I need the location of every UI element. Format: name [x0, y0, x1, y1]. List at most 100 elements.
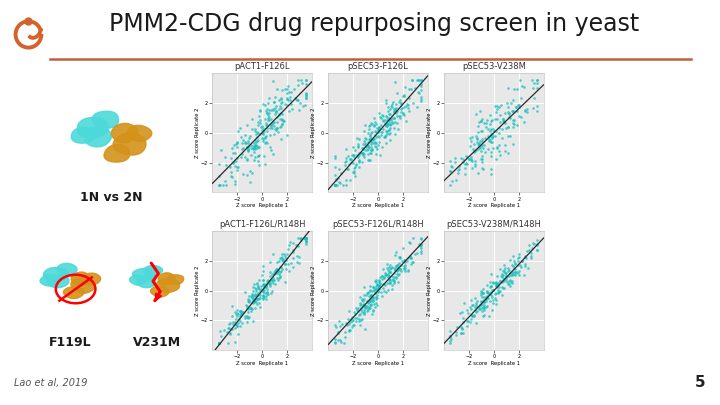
- Point: [371, 277, 382, 283]
- Point: [369, 143, 380, 149]
- Point: [366, 288, 377, 294]
- Point: [373, 284, 384, 290]
- Point: [300, 238, 311, 244]
- Point: [472, 135, 483, 142]
- Point: [368, 284, 379, 290]
- Point: [213, 161, 225, 167]
- Point: [377, 281, 389, 287]
- Point: [394, 113, 405, 119]
- Point: [503, 268, 514, 274]
- Point: [251, 129, 263, 135]
- Point: [479, 298, 490, 305]
- Point: [393, 98, 405, 105]
- Point: [366, 284, 378, 291]
- Point: [407, 259, 418, 265]
- Point: [395, 254, 406, 260]
- Point: [505, 277, 516, 283]
- Point: [270, 108, 282, 115]
- Point: [390, 273, 402, 280]
- Point: [241, 157, 253, 163]
- Point: [503, 104, 514, 111]
- Point: [381, 121, 392, 127]
- Point: [503, 110, 515, 117]
- Point: [268, 275, 279, 281]
- Point: [370, 129, 382, 135]
- Point: [261, 283, 272, 289]
- Point: [287, 255, 299, 261]
- Point: [397, 111, 409, 117]
- Point: [487, 135, 498, 142]
- Point: [485, 132, 496, 139]
- Point: [260, 283, 271, 289]
- Point: [352, 143, 364, 149]
- Point: [384, 122, 396, 128]
- Point: [283, 242, 294, 248]
- Point: [374, 152, 386, 158]
- Point: [390, 265, 402, 271]
- Point: [332, 329, 343, 335]
- Point: [400, 268, 411, 275]
- Point: [214, 182, 225, 188]
- Title: pSEC53-V238M/R148H: pSEC53-V238M/R148H: [446, 220, 541, 229]
- Point: [525, 252, 536, 259]
- Point: [252, 282, 264, 289]
- Point: [457, 158, 469, 165]
- Point: [254, 108, 266, 115]
- Point: [380, 288, 392, 295]
- Point: [484, 136, 495, 143]
- Point: [249, 126, 261, 132]
- Point: [415, 241, 427, 247]
- Point: [344, 156, 356, 162]
- Point: [498, 119, 510, 125]
- Point: [497, 275, 508, 281]
- Point: [382, 272, 394, 279]
- Point: [271, 119, 282, 125]
- Point: [395, 255, 406, 261]
- Point: [295, 77, 307, 83]
- Point: [513, 254, 524, 261]
- Point: [509, 269, 521, 275]
- Point: [238, 309, 249, 315]
- Point: [374, 113, 386, 120]
- Point: [222, 340, 234, 346]
- Point: [490, 300, 502, 307]
- Point: [359, 296, 370, 302]
- Point: [465, 306, 477, 313]
- Point: [282, 96, 293, 102]
- Point: [511, 122, 523, 128]
- Point: [393, 271, 405, 277]
- Point: [268, 277, 279, 284]
- Point: [358, 311, 369, 318]
- Point: [351, 318, 362, 324]
- Point: [450, 328, 462, 335]
- Point: [445, 182, 456, 188]
- Point: [506, 262, 518, 268]
- Point: [531, 247, 543, 253]
- Point: [449, 159, 461, 165]
- Point: [461, 317, 472, 324]
- Point: [404, 254, 415, 261]
- Point: [224, 330, 235, 337]
- Point: [333, 166, 345, 172]
- Point: [345, 319, 356, 325]
- Point: [356, 295, 368, 302]
- Point: [280, 254, 292, 261]
- Point: [404, 239, 415, 245]
- Point: [477, 286, 489, 292]
- Point: [257, 293, 269, 299]
- Point: [487, 280, 498, 287]
- Point: [362, 146, 374, 152]
- Point: [242, 148, 253, 154]
- Point: [269, 110, 280, 117]
- Point: [362, 289, 374, 295]
- Point: [287, 249, 299, 255]
- Point: [252, 143, 264, 150]
- Point: [252, 136, 264, 143]
- Point: [496, 284, 508, 290]
- Point: [329, 339, 341, 345]
- Point: [518, 84, 529, 90]
- Point: [237, 171, 248, 177]
- Point: [264, 107, 275, 114]
- Point: [294, 107, 305, 113]
- Point: [477, 307, 488, 314]
